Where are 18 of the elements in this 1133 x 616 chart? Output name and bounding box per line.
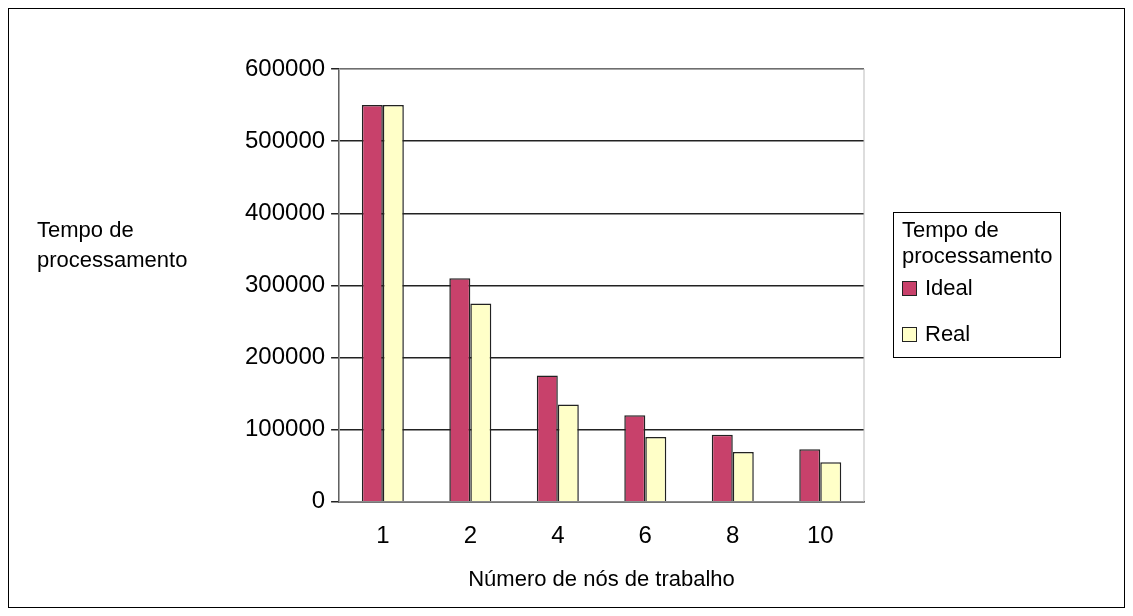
- legend-title: Tempo de processamento: [902, 217, 1053, 269]
- x-tick-label: 10: [806, 520, 834, 548]
- y-tick-label: 600000: [244, 53, 326, 81]
- x-axis-title: Número de nós de trabalho: [468, 565, 735, 591]
- y-tick-label: 300000: [244, 270, 326, 298]
- x-tick-label: 2: [463, 520, 477, 548]
- y-tick-label: 200000: [244, 342, 326, 370]
- y-tick-label: 500000: [244, 125, 326, 153]
- y-tick-label: 0: [311, 486, 326, 514]
- x-tick-label: 8: [726, 520, 740, 548]
- x-tick-label: 1: [376, 520, 390, 548]
- y-tick-label: 100000: [244, 414, 326, 442]
- x-tick-label: 4: [551, 520, 565, 548]
- legend-label: Ideal: [925, 275, 973, 301]
- legend-label: Real: [925, 321, 971, 347]
- y-axis-title: Tempo de processamento: [37, 217, 188, 273]
- y-tick-label: 400000: [244, 197, 326, 225]
- x-tick-label: 6: [638, 520, 652, 548]
